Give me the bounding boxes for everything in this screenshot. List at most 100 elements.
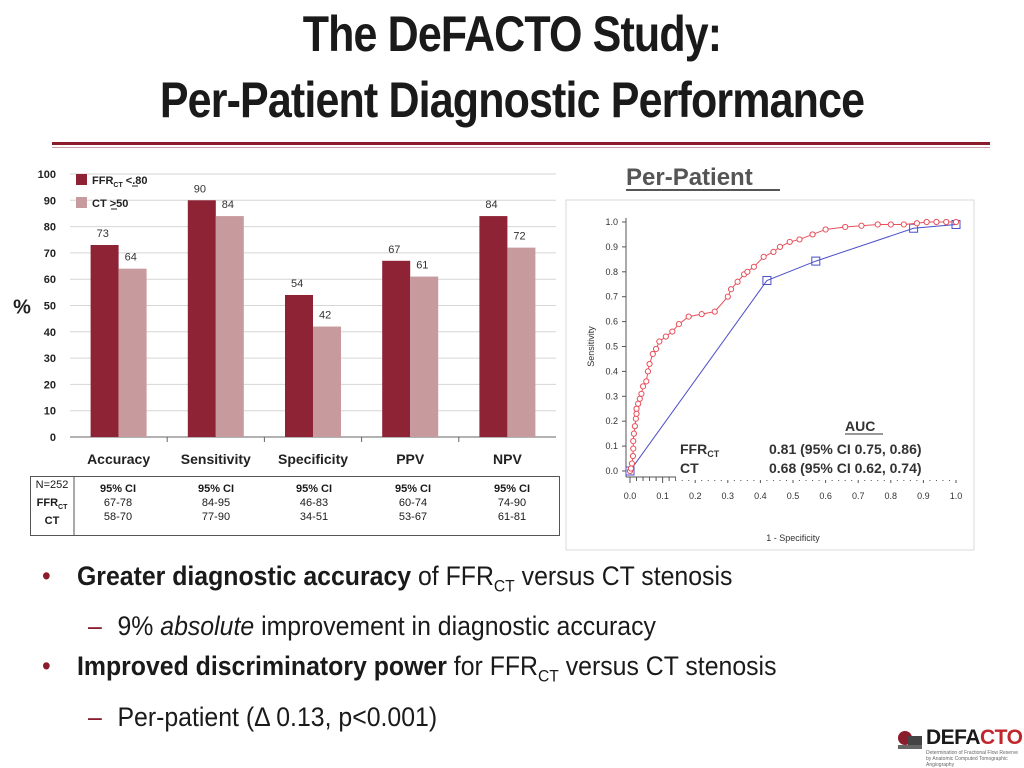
y-tick-label: 80: [44, 222, 56, 234]
bar-ct: [313, 326, 341, 437]
roc-point-ffr: [900, 221, 907, 228]
category-label: NPV: [493, 451, 522, 467]
ci-header: 95% CI: [493, 483, 531, 495]
defacto-logo: DEFACTO Determination of Fractional Flow…: [896, 724, 1023, 768]
bullet-list: • Greater diagnostic accuracy of FFRCT v…: [42, 556, 1002, 737]
y-tick-label: 0.2: [605, 416, 618, 426]
roc-point-ffr: [632, 415, 639, 422]
roc-point-ffr: [952, 218, 960, 226]
category-label: PPV: [396, 451, 425, 467]
y-tick-label: 0.4: [605, 366, 618, 376]
bar-ffr: [285, 294, 313, 437]
logo-tagline: Determination of Fractional Flow Reserve…: [926, 750, 1018, 768]
roc-point-ffr: [698, 311, 705, 318]
ci-ct-value: 58-70: [103, 511, 133, 523]
y-axis-label: Sensitivity: [586, 326, 596, 367]
y-tick-label: 0.3: [605, 391, 618, 401]
roc-point-ffr: [858, 222, 865, 229]
roc-point-ffr: [933, 218, 940, 226]
bar-value-label: 54: [291, 278, 303, 290]
roc-point-ffr: [842, 223, 849, 231]
ci-ffr-value: 84-95: [201, 497, 231, 509]
roc-point-ffr: [649, 350, 656, 358]
auc-row-value: 0.68 (95% CI 0.62, 0.74): [769, 460, 922, 476]
roc-point-ffr: [635, 400, 642, 407]
x-tick-label: 0.6: [819, 491, 832, 501]
x-tick-label: 0.0: [624, 491, 637, 501]
bar-ffr: [187, 200, 216, 437]
auc-row-label: CT: [680, 460, 699, 476]
bullet-subscript: CT: [537, 666, 559, 686]
y-tick-label: 0.1: [605, 441, 618, 451]
bullet-dot-icon: •: [42, 651, 51, 682]
bar-value-label: 64: [125, 252, 137, 264]
bullet-item: • Improved discriminatory power for FFRC…: [42, 646, 925, 696]
ci-col-ppv: 95% CI 60-74 53-67: [373, 482, 453, 524]
y-tick-label: 70: [44, 248, 56, 260]
bullet-item: • Greater diagnostic accuracy of FFRCT v…: [42, 556, 925, 606]
y-tick-label: 0.8: [605, 267, 618, 277]
x-tick-label: 1.0: [950, 491, 963, 501]
roc-point-ffr: [943, 218, 950, 226]
roc-point-ffr: [662, 333, 669, 340]
ci-header: 95% CI: [197, 483, 235, 495]
roc-title: Per-Patient: [626, 164, 753, 191]
bullet-subscript: CT: [493, 576, 515, 596]
x-tick-label: 0.8: [885, 491, 898, 501]
roc-chart: Per-Patient 0.0 0.1 0.2 0.3 0.4 0.5 0.6 0.7 0.8 0.…: [565, 164, 975, 551]
ci-col-accuracy: 95% CI 67-78 58-70: [78, 482, 158, 524]
ci-col-sensitivity: 95% CI 84-95 77-90: [176, 482, 256, 524]
logo-wordmark: DEFACTO: [926, 726, 1023, 749]
bar-chart: 0 10 20 30 40 50 60 70 80 90 100% 73 64 Accuracy 90 84 S…: [13, 169, 556, 467]
ci-col-npv: 95% CI 74-90 61-81: [472, 482, 552, 524]
y-tick-label: 0.6: [605, 317, 618, 327]
ci-ffr-value: 60-74: [398, 497, 428, 509]
y-tick-label: 50: [44, 301, 56, 313]
roc-point-ffr: [750, 263, 757, 270]
roc-point-ffr: [633, 410, 640, 417]
bullet-dot-icon: •: [42, 561, 51, 591]
x-tick-label: 0.1: [656, 491, 669, 501]
roc-point-ffr: [669, 328, 676, 335]
roc-point-ffr: [744, 268, 751, 275]
slide-title-line2: Per-Patient Diagnostic Performance: [159, 72, 865, 128]
y-tick-label: 100: [38, 169, 56, 181]
bar-ffr: [382, 260, 411, 437]
roc-line-ct: [629, 223, 957, 472]
roc-point-ffr: [628, 460, 636, 467]
bullet-text: versus CT stenosis: [558, 651, 777, 682]
bar-value-label: 61: [416, 260, 428, 272]
ci-ct-value: 53-67: [398, 511, 428, 523]
ci-header: 95% CI: [295, 483, 333, 495]
bar-value-label: 84: [222, 199, 234, 211]
bullet-bold-text: Greater diagnostic accuracy: [76, 561, 412, 591]
bar-ct: [507, 247, 536, 437]
bullet-italic-text: absolute: [160, 611, 255, 642]
roc-point-ffr: [734, 278, 741, 285]
ci-n-label: N=252: [35, 479, 69, 491]
bar-ffr: [479, 216, 508, 437]
category-label: Sensitivity: [181, 451, 251, 467]
roc-point-ffr: [656, 338, 663, 345]
roc-point-ffr: [643, 378, 650, 385]
y-tick-label: 60: [44, 274, 56, 286]
ci-ffr-value: 67-78: [103, 497, 133, 509]
category-label: Specificity: [278, 451, 348, 467]
ci-table: N=252 FFRCT CT 95% CI 67-78 58-70 95% CI 84…: [30, 476, 560, 536]
y-tick-label: 0.7: [605, 292, 618, 302]
bar-value-label: 90: [194, 183, 206, 195]
auc-box: [676, 414, 966, 480]
roc-point-ffr: [636, 395, 643, 402]
x-tick-label: 0.9: [917, 491, 930, 501]
roc-point-ffr: [786, 238, 793, 246]
x-tick-label: 0.4: [754, 491, 767, 501]
roc-point-ffr: [627, 465, 635, 472]
bullet-text: improvement in diagnostic accuracy: [254, 611, 656, 642]
roc-point-ffr: [685, 313, 692, 320]
y-tick-label: 20: [44, 379, 56, 391]
roc-point-ffr: [874, 221, 881, 228]
ci-table-border: [30, 476, 560, 536]
roc-point-ffr: [638, 390, 645, 397]
legend-entry: FFRCT <.80: [92, 175, 148, 189]
ci-row1-label: FFRCT: [36, 497, 68, 512]
